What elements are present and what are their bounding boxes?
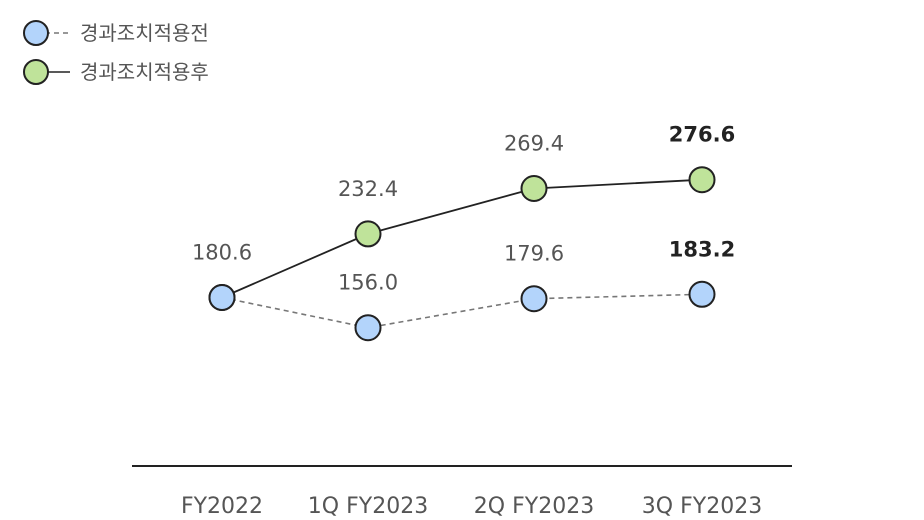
x-axis-ticks: FY2022 1Q FY2023 2Q FY2023 3Q FY2023 [181,494,762,519]
legend-label-1: 경과조치적용전 [80,21,209,45]
x-tick-label-4: 3Q FY2023 [642,494,762,519]
legend-marker-1 [23,20,49,46]
x-tick-label-3: 2Q FY2023 [474,494,594,519]
data-label-s2-3: 269.4 [504,132,564,156]
point-s1-1 [208,284,236,311]
data-label-s2-2: 232.4 [338,177,398,201]
x-tick-label-2: 1Q FY2023 [308,494,428,519]
data-label-s1-3: 179.6 [504,242,564,266]
data-label-s1-2: 156.0 [338,271,398,295]
point-s1-3 [520,285,548,313]
point-s2-3 [520,175,548,202]
data-label-s1-4: 183.2 [669,237,735,261]
point-s2-4 [688,166,716,194]
series-lines [221,178,703,329]
point-s1-2 [354,314,382,342]
point-s2-2 [354,220,382,248]
legend-marker-2 [23,59,49,85]
data-labels: 180.6 156.0 179.6 183.2 232.4 269.4 276.6 [192,123,735,295]
series-markers [208,166,716,342]
series-line-1 [221,293,703,329]
series-line-2 [221,178,703,299]
legend-label-2: 경과조치적용후 [80,60,209,84]
point-s1-4 [688,280,716,308]
x-tick-label-1: FY2022 [181,494,263,519]
data-label-s1-1: 180.6 [192,241,252,265]
data-label-s2-4: 276.6 [669,123,735,147]
